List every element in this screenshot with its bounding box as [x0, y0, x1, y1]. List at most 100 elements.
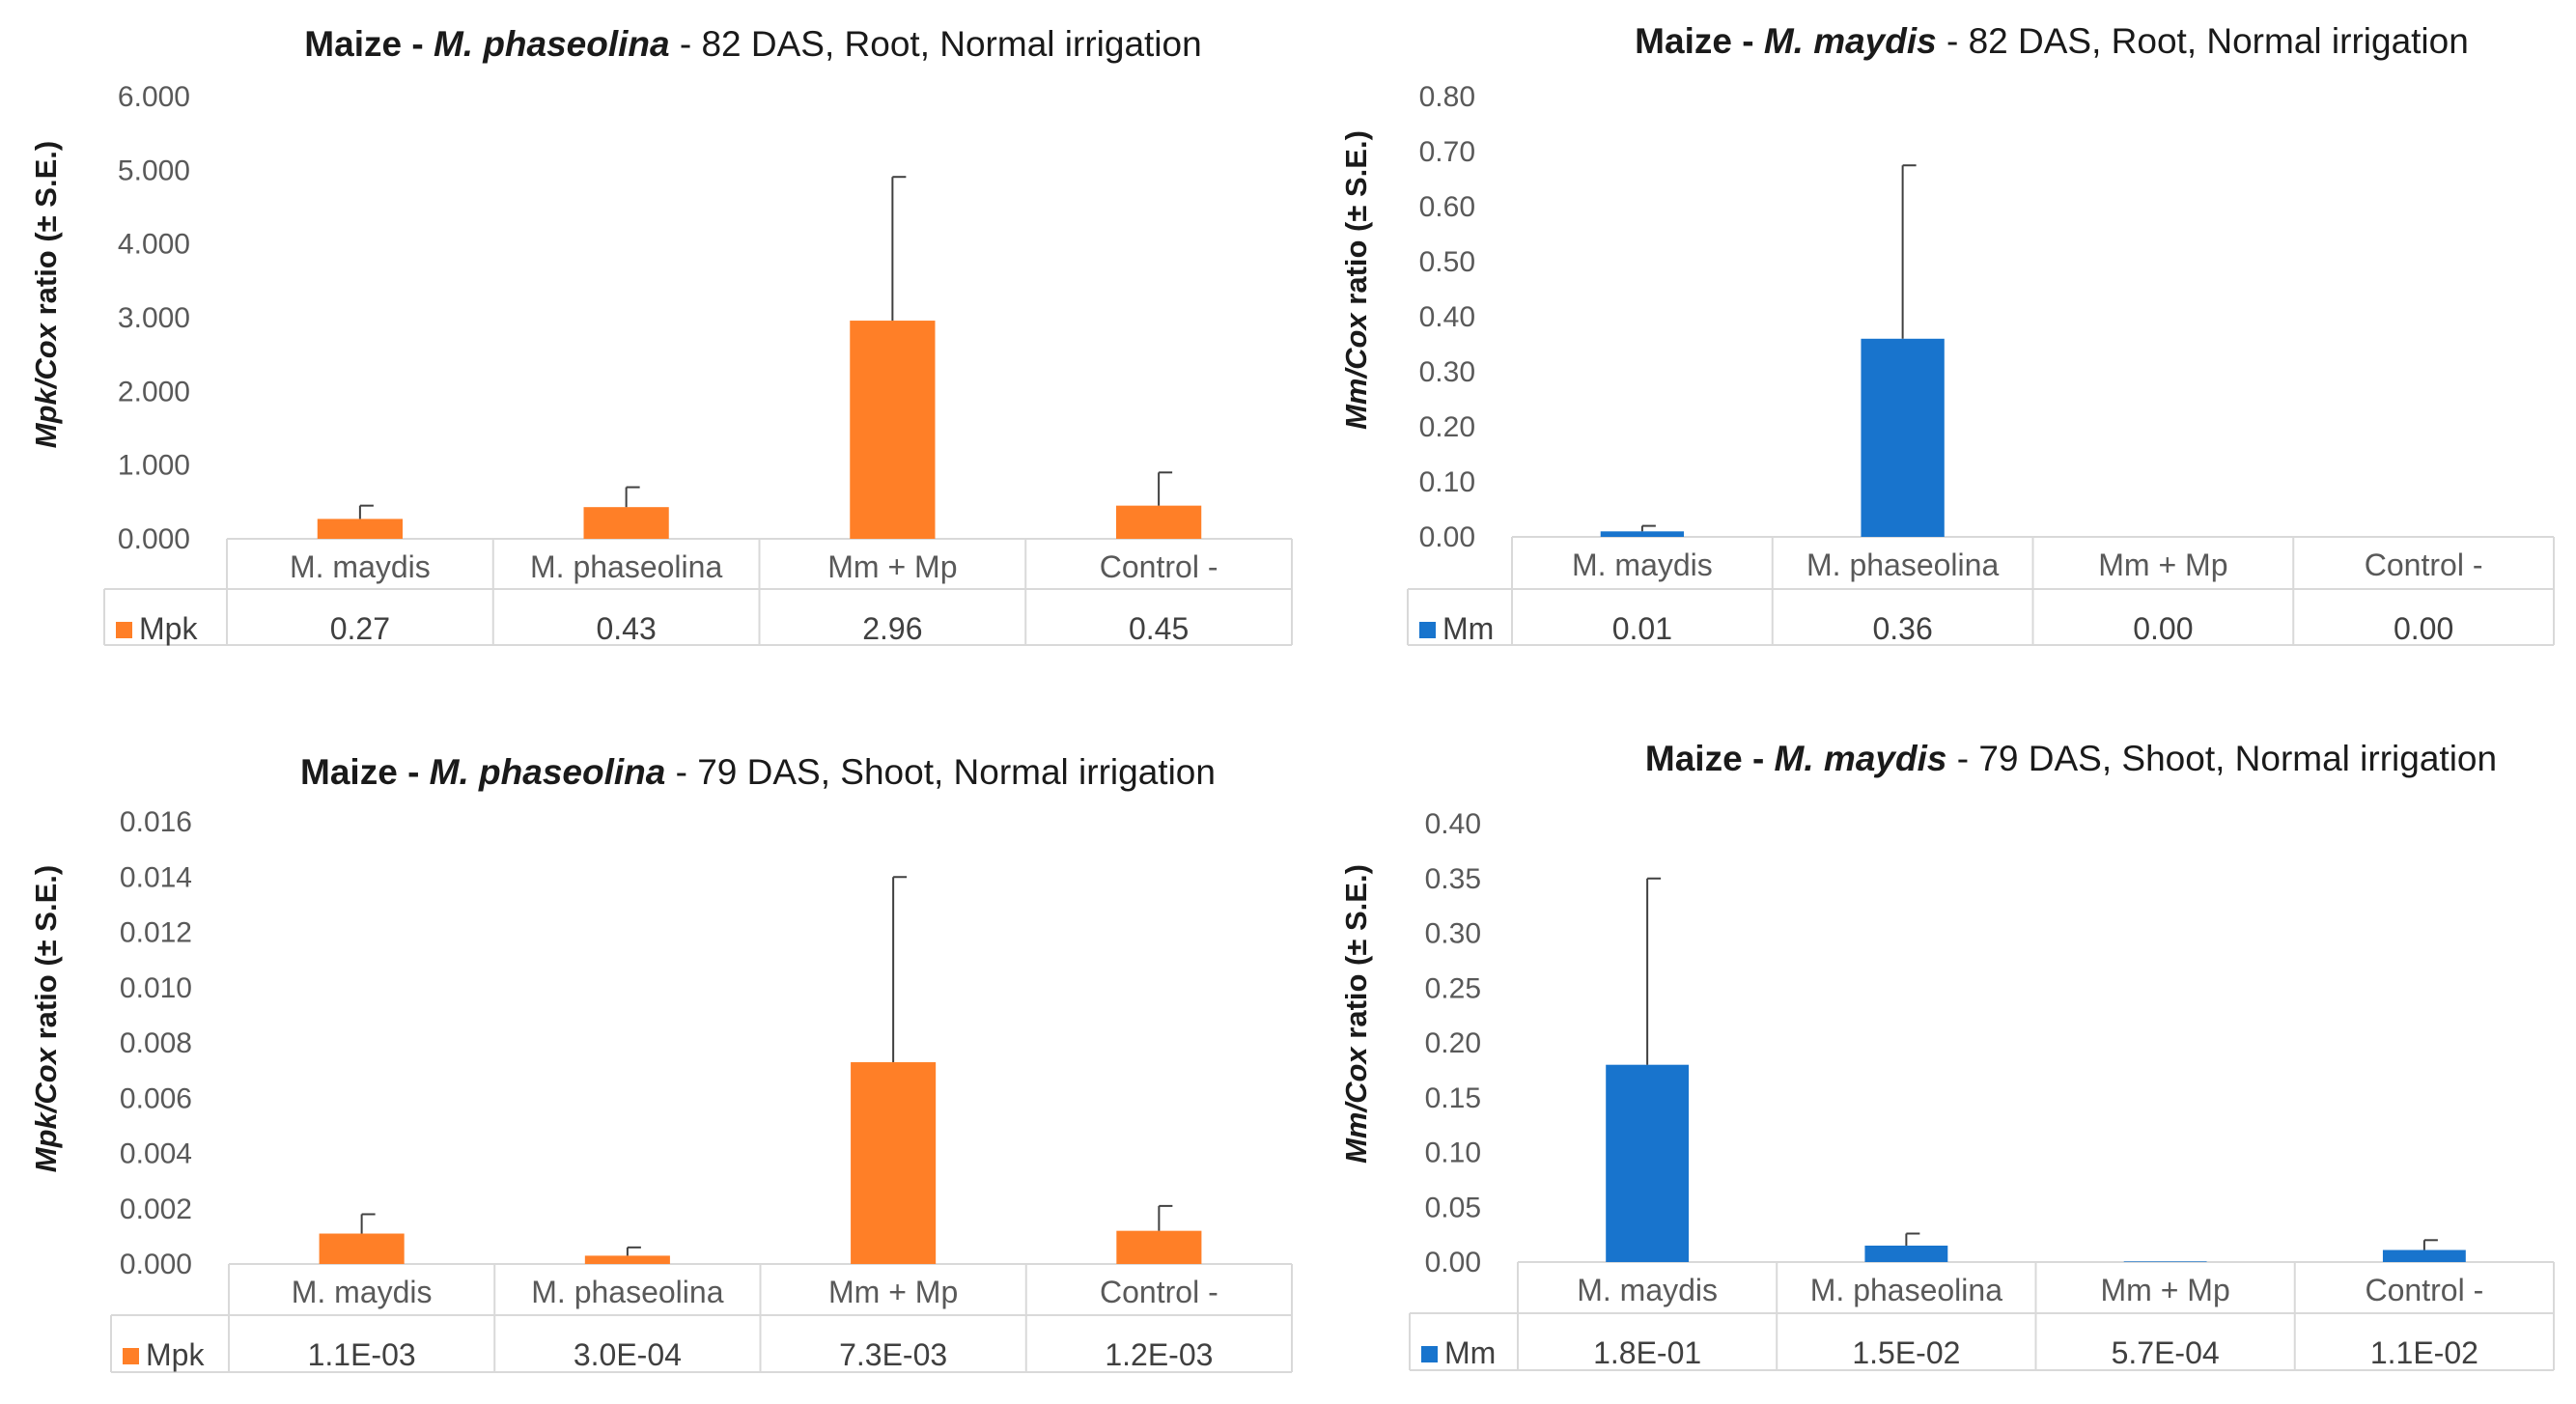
y-tick-label: 6.000	[118, 81, 190, 113]
y-axis-label-rest: ratio (± S.E.)	[1339, 130, 1373, 313]
x-category-label: Mm + Mp	[2098, 548, 2227, 582]
table-value-label: 2.96	[862, 611, 922, 646]
y-tick-label: 0.60	[1419, 191, 1475, 223]
y-tick-label: 0.10	[1425, 1137, 1481, 1169]
table-value-label: 0.00	[2394, 611, 2453, 646]
x-category-label: M. maydis	[1572, 548, 1713, 582]
y-tick-label: 0.006	[120, 1082, 192, 1114]
bar	[317, 519, 403, 539]
bar	[583, 507, 669, 539]
y-tick-label: 5.000	[118, 154, 190, 186]
y-tick-label: 0.05	[1425, 1192, 1481, 1223]
x-category-label: M. maydis	[292, 1275, 433, 1309]
x-category-label: Mm + Mp	[2101, 1273, 2230, 1307]
chart-title-suffix: - 79 DAS, Shoot, Normal irrigation	[1946, 739, 2497, 778]
table-value-label: 0.45	[1129, 611, 1189, 646]
x-category-label: Control -	[1100, 549, 1218, 584]
legend-series-name: Mpk	[146, 1337, 205, 1372]
x-category-label: Mm + Mp	[827, 549, 957, 584]
y-tick-label: 0.014	[120, 861, 192, 893]
y-tick-label: 0.002	[120, 1193, 192, 1225]
chart-title: Maize - M. phaseolina - 79 DAS, Shoot, N…	[300, 752, 1216, 792]
bar	[851, 1062, 937, 1264]
legend-swatch	[1419, 622, 1436, 638]
x-category-label: M. phaseolina	[531, 1275, 723, 1309]
chart-title-prefix: Maize -	[1635, 21, 1764, 61]
y-tick-label: 0.10	[1419, 466, 1475, 498]
x-category-label: Control -	[1100, 1275, 1218, 1309]
y-tick-label: 0.000	[120, 1249, 192, 1280]
chart-svg-mpk-root: Maize - M. phaseolina - 82 DAS, Root, No…	[29, 24, 1293, 646]
bar	[584, 1255, 670, 1264]
table-value-label: 1.5E-02	[1852, 1335, 1960, 1370]
y-tick-label: 0.010	[120, 972, 192, 1004]
chart-title: Maize - M. maydis - 79 DAS, Shoot, Norma…	[1645, 739, 2497, 778]
table-value-label: 1.2E-03	[1105, 1337, 1213, 1372]
chart-title: Maize - M. phaseolina - 82 DAS, Root, No…	[304, 24, 1201, 64]
table-value-label: 0.27	[330, 611, 390, 646]
chart-title: Maize - M. maydis - 82 DAS, Root, Normal…	[1635, 21, 2469, 61]
chart-title-prefix: Maize -	[1645, 739, 1775, 778]
bar	[1116, 505, 1202, 539]
chart-title-suffix: - 79 DAS, Shoot, Normal irrigation	[665, 752, 1216, 792]
table-value-label: 1.1E-03	[308, 1337, 416, 1372]
y-tick-label: 0.70	[1419, 136, 1475, 168]
y-tick-label: 0.35	[1425, 863, 1481, 895]
y-axis-label: Mm/Cox ratio (± S.E.)	[1339, 130, 1373, 430]
y-tick-label: 0.000	[118, 523, 190, 555]
y-tick-label: 0.004	[120, 1138, 192, 1170]
y-axis-label-italic: Mpk/Cox	[29, 322, 63, 448]
bar	[319, 1233, 405, 1264]
y-tick-label: 0.50	[1419, 246, 1475, 278]
y-tick-label: 0.20	[1419, 411, 1475, 443]
chart-panel-top-left: Maize - M. phaseolina - 82 DAS, Root, No…	[0, 0, 1313, 676]
y-tick-label: 0.15	[1425, 1082, 1481, 1114]
y-tick-label: 0.00	[1425, 1247, 1481, 1278]
x-category-label: M. maydis	[290, 549, 431, 584]
y-tick-label: 0.30	[1425, 918, 1481, 950]
table-value-label: 0.00	[2133, 611, 2193, 646]
bar	[2123, 1261, 2207, 1262]
y-tick-label: 0.30	[1419, 356, 1475, 388]
y-tick-label: 0.008	[120, 1027, 192, 1059]
chart-title-species: M. maydis	[1764, 21, 1937, 61]
bar	[1864, 1245, 1948, 1262]
bar	[1861, 338, 1945, 537]
y-axis-label-rest: ratio (± S.E.)	[29, 865, 63, 1048]
y-tick-label: 4.000	[118, 229, 190, 261]
x-category-label: Control -	[2366, 1273, 2484, 1307]
y-axis-label-rest: ratio (± S.E.)	[1339, 864, 1373, 1047]
y-axis-label: Mpk/Cox ratio (± S.E.)	[29, 141, 63, 448]
y-axis-label-rest: ratio (± S.E.)	[29, 141, 63, 323]
bar	[1600, 531, 1685, 537]
chart-title-species: M. maydis	[1775, 739, 1947, 778]
x-category-label: Mm + Mp	[828, 1275, 958, 1309]
y-tick-label: 3.000	[118, 302, 190, 334]
chart-title-suffix: - 82 DAS, Root, Normal irrigation	[1937, 21, 2469, 61]
chart-svg-mpk-shoot: Maize - M. phaseolina - 79 DAS, Shoot, N…	[29, 752, 1293, 1373]
y-tick-label: 0.40	[1419, 301, 1475, 333]
x-category-label: Control -	[2365, 548, 2483, 582]
legend-swatch	[116, 622, 132, 638]
legend-swatch	[123, 1348, 139, 1364]
y-tick-label: 1.000	[118, 450, 190, 482]
bar	[1116, 1230, 1202, 1264]
y-tick-label: 0.20	[1425, 1027, 1481, 1059]
y-tick-label: 0.012	[120, 917, 192, 949]
chart-panel-bottom-right: Maize - M. maydis - 79 DAS, Shoot, Norma…	[1313, 715, 2576, 1404]
legend-series-name: Mm	[1442, 611, 1494, 646]
x-category-label: M. maydis	[1577, 1273, 1718, 1307]
table-value-label: 1.8E-01	[1593, 1335, 1701, 1370]
table-value-label: 7.3E-03	[839, 1337, 947, 1372]
table-value-label: 3.0E-04	[574, 1337, 682, 1372]
bar	[850, 321, 936, 539]
y-tick-label: 0.25	[1425, 972, 1481, 1004]
x-category-label: M. phaseolina	[1810, 1273, 2002, 1307]
y-axis-label-italic: Mpk/Cox	[29, 1046, 63, 1172]
chart-panel-bottom-left: Maize - M. phaseolina - 79 DAS, Shoot, N…	[0, 715, 1313, 1404]
bar	[2382, 1250, 2466, 1262]
y-axis-label-italic: Mm/Cox	[1339, 1046, 1373, 1164]
y-axis-label-italic: Mm/Cox	[1339, 312, 1373, 430]
y-tick-label: 0.40	[1425, 808, 1481, 840]
chart-title-suffix: - 82 DAS, Root, Normal irrigation	[670, 24, 1202, 64]
